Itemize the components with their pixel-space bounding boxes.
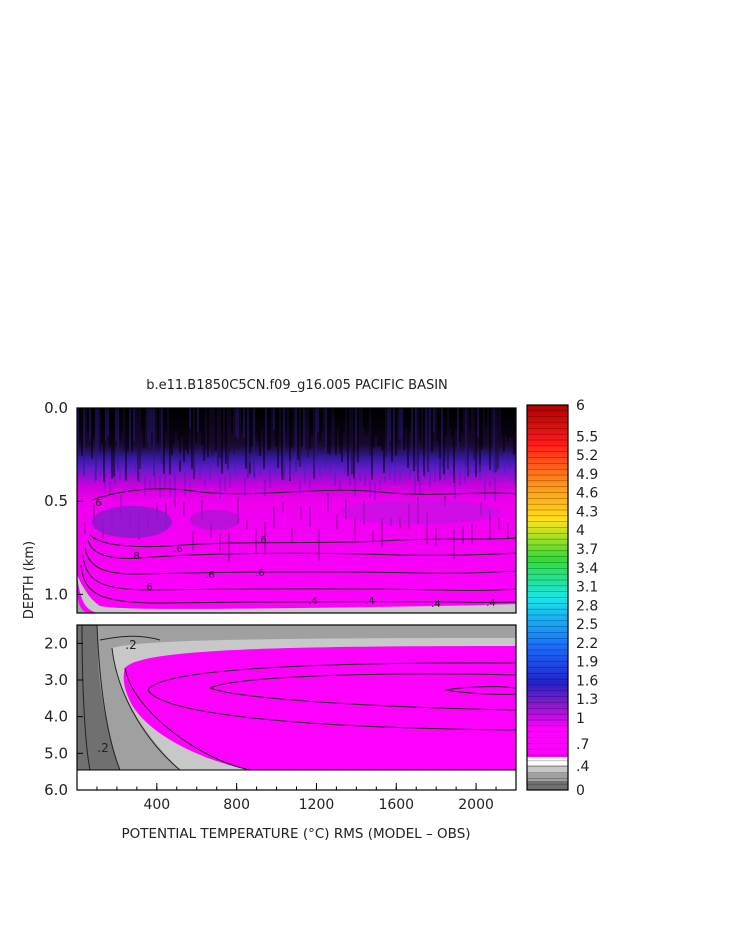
y-tick-label: 5.0 — [44, 744, 68, 762]
contour-line — [87, 539, 517, 559]
contour-line — [81, 624, 91, 771]
contour-line — [147, 662, 517, 691]
x-tick-label: 1600 — [378, 797, 414, 813]
colorbar-label: .7 — [576, 737, 589, 753]
colorbar-label: 3.1 — [576, 580, 598, 596]
y-axis-lower: 2.0 3.0 4.0 5.0 6.0 — [44, 634, 83, 799]
y-tick-label: 2.0 — [44, 634, 68, 652]
x-tick-label: 2000 — [458, 797, 494, 813]
contour-label: .6 — [92, 498, 102, 509]
x-tick-label: 1200 — [299, 797, 335, 813]
y-axis-upper: 0.0 0.5 1.0 — [44, 399, 83, 603]
colorbar-frame — [526, 404, 569, 791]
contour-line — [80, 564, 517, 604]
colorbar-label: 1.3 — [576, 692, 598, 708]
contour-label: .4 — [365, 596, 375, 607]
gray-band — [77, 575, 516, 613]
upper-panel-frame — [76, 407, 517, 614]
colorbar-label: 0 — [576, 783, 585, 799]
gray-band-dark — [77, 595, 88, 613]
upper-panel: .6 .8 .6 .6 .6 .6 .6 .4 .4 .4 .4 — [76, 407, 517, 614]
contour-label: .6 — [173, 544, 183, 555]
contour-line — [96, 624, 121, 771]
chart-title: b.e11.B1850C5CN.f09_g16.005 PACIFIC BASI… — [146, 378, 448, 393]
violet-patch-2 — [190, 510, 240, 530]
surface-noise — [77, 408, 516, 564]
violet-patch-3 — [340, 500, 500, 524]
colorbar-label: 1 — [576, 711, 585, 727]
contour-label: .6 — [143, 582, 153, 593]
y-tick-label: 0.5 — [44, 492, 68, 510]
contour-line — [89, 534, 517, 548]
contour-label: .6 — [205, 570, 215, 581]
colorbar-label: 4.3 — [576, 504, 598, 520]
y-tick-label: 1.0 — [44, 585, 68, 603]
contour-label: .4 — [431, 599, 441, 610]
colorbar-label: 2.2 — [576, 636, 598, 652]
colorbar-label: 5.5 — [576, 429, 598, 445]
contour-line — [111, 647, 181, 771]
colorbar-label: 4.9 — [576, 467, 598, 483]
colorbar-label: 1.9 — [576, 655, 598, 671]
contour-line — [82, 554, 517, 591]
lower-magenta — [123, 646, 517, 770]
contour-line — [209, 673, 517, 711]
x-axis-label: POTENTIAL TEMPERATURE (°C) RMS (MODEL – … — [121, 826, 470, 842]
x-tick-label: 400 — [143, 797, 170, 813]
lower-panel: .2 .2 — [76, 624, 517, 791]
colorbar-label: 4.6 — [576, 486, 598, 502]
colorbar: 6 5.5 5.2 4.9 4.6 4.3 4 3.7 3.4 3.1 2.8 2.5 2.2 1.9 1.… — [526, 398, 598, 799]
contour-line — [99, 635, 161, 641]
colorbar-label: 2.8 — [576, 598, 598, 614]
colorbar-light-gray — [527, 765, 568, 773]
colorbar-label: 6 — [576, 398, 585, 414]
contour-line — [444, 686, 517, 695]
contour-line — [147, 689, 517, 731]
contour-label: .4 — [486, 598, 496, 609]
y-tick-label: 0.0 — [44, 399, 68, 417]
contour-line — [84, 547, 517, 575]
colorbar-label: 3.4 — [576, 561, 598, 577]
colorbar-label: 1.6 — [576, 673, 598, 689]
contour-line — [124, 667, 251, 771]
y-tick-label: 4.0 — [44, 708, 68, 726]
contour-label: .2 — [125, 638, 136, 652]
y-axis-label: DEPTH (km) — [22, 541, 37, 619]
contour-label: .6 — [257, 535, 267, 546]
contour-label: .6 — [255, 568, 265, 579]
contour-label: .4 — [308, 596, 318, 607]
contour-label: .8 — [130, 551, 140, 562]
colorbar-dark-gray — [527, 781, 568, 790]
colorbar-mid-gray — [527, 773, 568, 781]
colorbar-label: .4 — [576, 759, 589, 775]
colorbar-label: 3.7 — [576, 542, 598, 558]
x-tick-label: 800 — [223, 797, 250, 813]
colorbar-label: 2.5 — [576, 617, 598, 633]
y-tick-label: 6.0 — [44, 781, 68, 799]
colorbar-label: 4 — [576, 523, 585, 539]
y-tick-label: 3.0 — [44, 671, 68, 689]
contour-label: .2 — [97, 741, 108, 755]
colorbar-label: 5.2 — [576, 448, 598, 464]
violet-patch — [92, 506, 172, 538]
contour-line — [91, 488, 517, 501]
x-axis: 400 800 1200 1600 2000 — [96, 783, 497, 813]
